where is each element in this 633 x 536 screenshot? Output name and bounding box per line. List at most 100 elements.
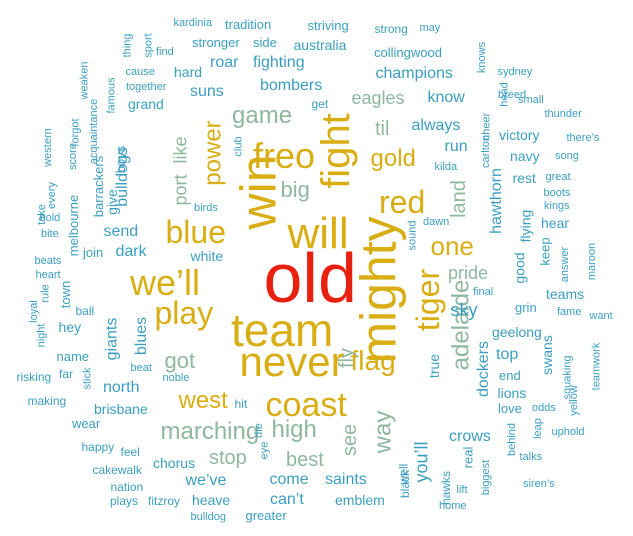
word-hear: hear [541,214,570,231]
word-like: like [170,136,191,164]
word-biggest: biggest [479,459,492,495]
word-sky: sky [450,300,478,321]
word-got: got [164,347,196,373]
word-blue: blue [165,213,227,250]
word-always: always [411,116,461,134]
word-beats: beats [34,254,62,267]
word-risking: risking [16,370,52,385]
word-town: town [57,280,73,308]
word-see: see [339,423,362,457]
word-famous: famous [105,76,118,114]
word-dark: dark [115,242,147,260]
word-sound: sound [406,220,419,250]
word-power: power [199,120,227,186]
word-club: club [232,135,245,157]
word-swans: swans [538,335,555,375]
word-grand: grand [128,95,164,112]
word-ball: ball [75,304,95,319]
word-small: small [518,93,544,106]
word-breed: breed [498,88,527,101]
word-boots: boots [543,186,571,199]
word-together: together [126,80,167,93]
word-leap: leap [531,417,544,439]
word-strong: strong [374,22,408,37]
word-will: will [287,208,349,258]
word-fighting: fighting [253,53,305,71]
word-know: know [427,88,465,106]
word-port: port [170,174,191,206]
word-melbourne: melbourne [65,194,81,256]
word-teamwork: teamwork [590,342,603,390]
word-teams: teams [546,285,585,302]
word-thunder: thunder [544,107,582,120]
word-brisbane: brisbane [94,400,148,417]
word-black: black [398,469,413,499]
word-coast: coast [265,386,347,425]
word-sydney: sydney [497,65,533,78]
word-keep: keep [537,236,553,266]
word-kardinia: kardinia [173,16,213,29]
word-side: side [253,35,277,51]
word-greater: greater [245,508,287,524]
word-siren-s: siren’s [523,477,555,490]
word-emblem: emblem [335,491,385,508]
word-real: real [460,446,476,468]
word-team: team [231,304,334,357]
word-adelaide: adelaide [446,279,474,371]
word-making: making [27,394,67,409]
word-squaking: squaking [561,354,574,400]
word-far: far [59,367,74,382]
word-get: get [311,97,329,112]
word-forgot: forgot [69,117,82,147]
word-game: game [232,102,293,130]
word-west: west [178,387,228,415]
word-marching: marching [160,418,260,446]
word-one: one [430,230,474,261]
word-birds: birds [194,201,218,214]
word-you-ll: you’ll [411,441,432,483]
word-rest: rest [512,169,536,186]
word-beat: beat [130,361,152,374]
word-roar: roar [210,53,239,71]
word-eye: eye [258,441,271,459]
word-noble: noble [162,371,190,384]
word-tradition: tradition [225,17,272,33]
word-knows: knows [475,41,488,73]
word-fitzroy: fitzroy [148,494,181,509]
word-navy: navy [510,147,540,164]
word-geelong: geelong [492,323,542,340]
word-uphold: uphold [551,425,585,438]
word-never: never [239,337,345,385]
word-red: red [379,183,426,220]
word-old: old [263,238,357,317]
word-rule: rule [39,283,52,303]
word-collingwood: collingwood [374,45,442,61]
word-answer: answer [558,246,571,282]
word-land: land [447,180,470,218]
word-carlton: carlton [479,134,492,168]
word-freo: freo [253,135,316,177]
word-great: great [545,170,571,183]
word-may: may [419,21,441,34]
word-can-t: can’t [270,490,304,508]
word-eagles: eagles [351,88,405,109]
word-home: home [439,499,467,512]
word-big: big [280,176,310,202]
word-lions: lions [497,384,527,401]
word-song: song [555,149,579,162]
word-boys: boys [112,145,128,173]
word-end: end [499,368,521,384]
word-high: high [271,416,317,444]
word-we-ll: we’ll [130,262,201,304]
word-hey: hey [58,318,82,335]
word-fly: fly [336,348,358,368]
word-saints: saints [325,470,367,488]
word-dockers: dockers [475,340,493,398]
word-every: every [45,181,58,209]
word-score: score [66,142,79,170]
word-odds: odds [532,401,556,414]
word-best: best [286,448,324,471]
word-gold: gold [370,145,416,173]
word-stop: stop [209,446,247,469]
word-heave: heave [192,491,231,508]
